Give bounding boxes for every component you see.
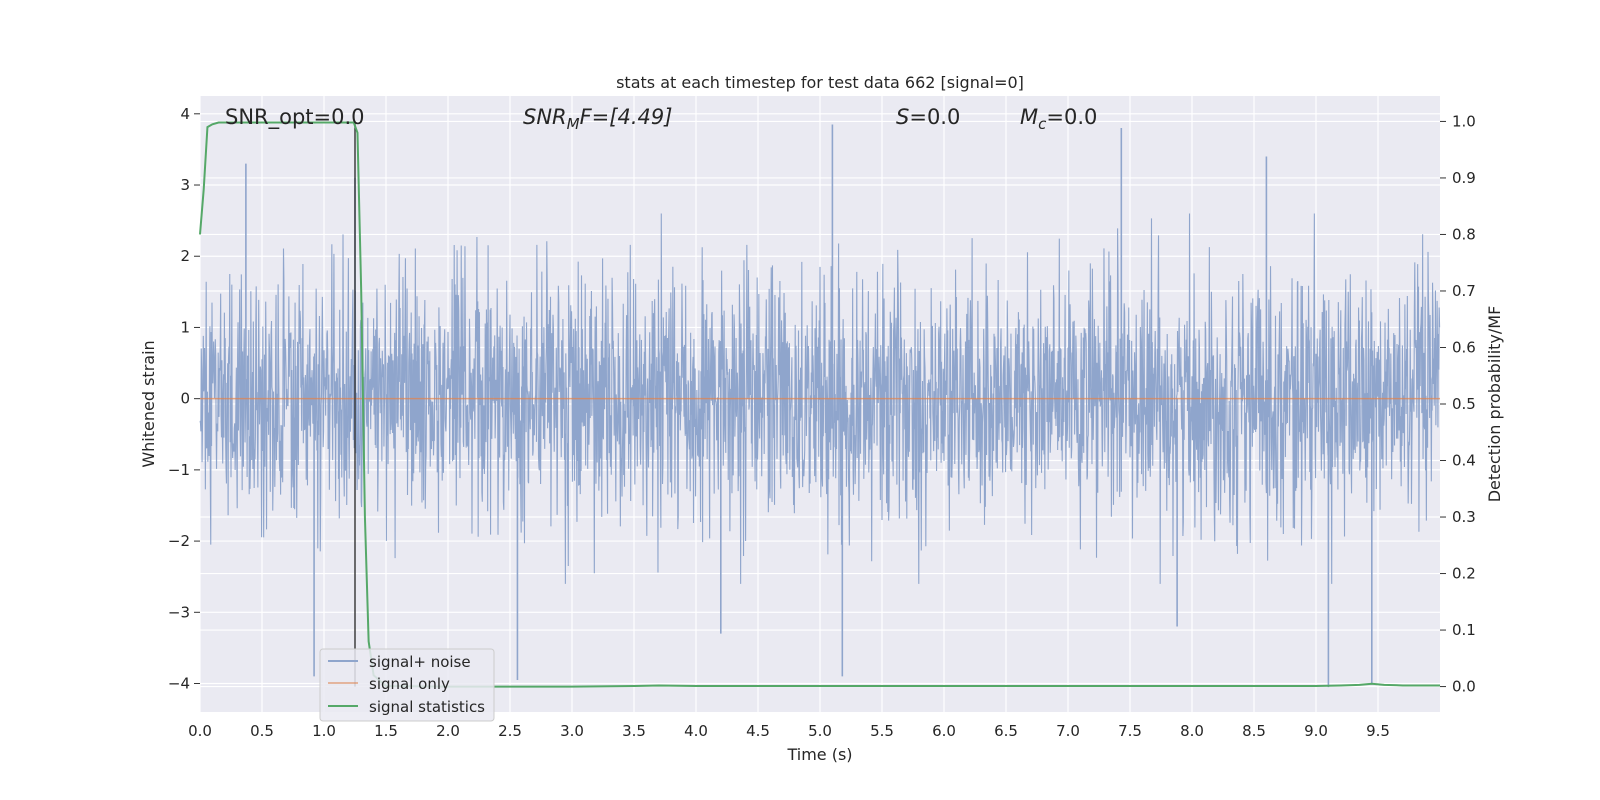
y2-tick-label: 0.9 bbox=[1452, 169, 1476, 187]
y2-tick-label: 0.3 bbox=[1452, 508, 1476, 526]
legend-label-signal-statistics: signal statistics bbox=[369, 698, 485, 716]
legend-label-signal-only: signal only bbox=[369, 675, 450, 693]
noise-trace bbox=[199, 213, 1441, 584]
x-tick-label: 3.0 bbox=[560, 722, 584, 740]
y2-tick-label: 0.0 bbox=[1452, 678, 1476, 696]
x-tick-label: 2.0 bbox=[436, 722, 460, 740]
y-tick-label: 4 bbox=[180, 105, 190, 123]
x-tick-label: 1.0 bbox=[312, 722, 336, 740]
x-tick-label: 4.0 bbox=[684, 722, 708, 740]
x-tick-label: 7.5 bbox=[1118, 722, 1142, 740]
legend: signal+ noise signal only signal statist… bbox=[319, 648, 495, 722]
y2-tick-label: 0.1 bbox=[1452, 621, 1476, 639]
x-tick-label: 4.5 bbox=[746, 722, 770, 740]
x-tick-label: 7.0 bbox=[1056, 722, 1080, 740]
y2-tick-label: 0.6 bbox=[1452, 338, 1476, 356]
y-tick-label: 0 bbox=[180, 390, 190, 408]
y2-tick-label: 0.5 bbox=[1452, 395, 1476, 413]
legend-box bbox=[319, 648, 495, 722]
x-axis-label: Time (s) bbox=[786, 745, 852, 764]
y2-axis-ticks: 1.0 0.9 0.8 0.7 0.6 0.5 0.4 0.3 0.2 0.1 0.0 bbox=[1440, 112, 1476, 696]
y-tick-label: −1 bbox=[168, 461, 190, 479]
y2-tick-label: 0.4 bbox=[1452, 452, 1476, 470]
x-tick-label: 6.0 bbox=[932, 722, 956, 740]
y-tick-label: −2 bbox=[168, 532, 190, 550]
x-tick-label: 2.5 bbox=[498, 722, 522, 740]
y2-tick-label: 0.2 bbox=[1452, 565, 1476, 583]
y-axis-label: Whitened strain bbox=[139, 340, 158, 467]
y-tick-label: 1 bbox=[180, 318, 190, 336]
x-tick-label: 0.5 bbox=[250, 722, 274, 740]
x-tick-label: 8.0 bbox=[1180, 722, 1204, 740]
chart-title: stats at each timestep for test data 662… bbox=[616, 73, 1024, 92]
y-tick-label: 2 bbox=[180, 247, 190, 265]
legend-label-signal-plus-noise: signal+ noise bbox=[369, 653, 471, 671]
x-tick-label: 9.5 bbox=[1366, 722, 1390, 740]
x-tick-label: 8.5 bbox=[1242, 722, 1266, 740]
annotation-snr-mf: SNRMF=[4.49] bbox=[523, 105, 672, 133]
x-tick-label: 1.5 bbox=[374, 722, 398, 740]
y2-tick-label: 0.7 bbox=[1452, 282, 1476, 300]
y2-axis-label: Detection probability/MF bbox=[1485, 306, 1504, 503]
y2-tick-label: 0.8 bbox=[1452, 225, 1476, 243]
x-tick-label: 9.0 bbox=[1304, 722, 1328, 740]
x-tick-label: 5.5 bbox=[870, 722, 894, 740]
y-tick-label: 3 bbox=[180, 176, 190, 194]
annotation-snr-opt: SNR_opt=0.0 bbox=[225, 105, 365, 130]
y-axis-ticks: 4 3 2 1 0 −1 −2 −3 −4 bbox=[168, 105, 200, 693]
x-tick-label: 0.0 bbox=[188, 722, 212, 740]
y-tick-label: −3 bbox=[168, 603, 190, 621]
x-tick-label: 6.5 bbox=[994, 722, 1018, 740]
x-tick-label: 3.5 bbox=[622, 722, 646, 740]
y-tick-label: −4 bbox=[168, 675, 190, 693]
x-tick-label: 5.0 bbox=[808, 722, 832, 740]
annotation-s: S=0.0 bbox=[896, 105, 960, 129]
y2-tick-label: 1.0 bbox=[1452, 112, 1476, 130]
x-axis-ticks: 0.0 0.5 1.0 1.5 2.0 2.5 3.0 3.5 4.0 4.5 5.0 5.5 6.0 6… bbox=[188, 722, 1390, 740]
annotation-mc: Mc=0.0 bbox=[1020, 105, 1097, 133]
